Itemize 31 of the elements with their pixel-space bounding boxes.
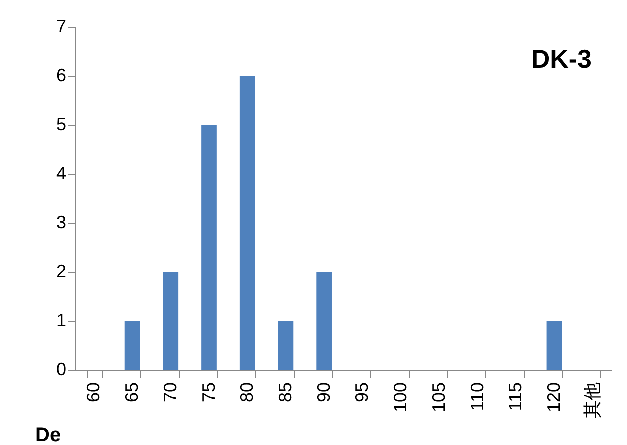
bar	[316, 272, 332, 370]
text: DK-3	[531, 44, 592, 74]
bar	[124, 321, 140, 370]
x-tick-label: 75	[198, 382, 219, 403]
y-tick-label: 4	[56, 164, 66, 184]
x-tick-label: 80	[237, 382, 258, 403]
x-tick-label: 65	[122, 382, 142, 403]
y-tick-label: 7	[56, 16, 66, 36]
x-tick-label: 115	[506, 382, 526, 412]
x-tick-label: 90	[314, 382, 334, 403]
bar	[546, 321, 562, 370]
x-tick-label: 70	[160, 382, 180, 403]
bar	[202, 125, 217, 370]
y-tick-label: 0	[56, 360, 66, 380]
y-tick-label: 2	[56, 262, 66, 282]
bar	[240, 76, 256, 370]
x-tick-label: 110	[467, 382, 488, 412]
y-tick-label: 3	[56, 212, 66, 232]
x-tick-label: 其他	[582, 382, 602, 418]
x-axis-title: De	[36, 424, 62, 445]
bar	[278, 321, 294, 370]
bar	[163, 272, 179, 370]
x-tick-label: 85	[275, 382, 296, 403]
y-tick-label: 1	[56, 310, 66, 330]
x-tick-label: 105	[428, 382, 449, 413]
y-tick-label: 5	[56, 114, 66, 134]
x-tick-label: 60	[84, 382, 104, 403]
y-tick-label: 6	[56, 66, 66, 86]
x-tick-label: 95	[352, 382, 372, 403]
x-tick-label: 100	[390, 382, 411, 413]
x-tick-label: 120	[544, 382, 564, 413]
